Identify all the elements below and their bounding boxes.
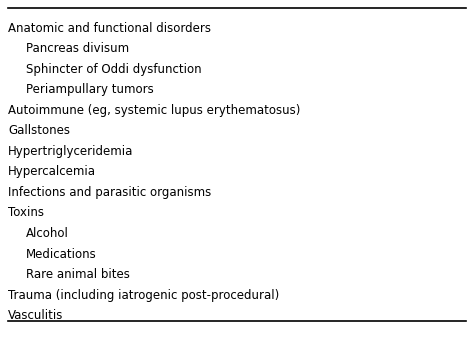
Text: Hypertriglyceridemia: Hypertriglyceridemia [8, 145, 133, 158]
Text: Hypercalcemia: Hypercalcemia [8, 165, 96, 179]
Text: Autoimmune (eg, systemic lupus erythematosus): Autoimmune (eg, systemic lupus erythemat… [8, 104, 301, 117]
Text: Medications: Medications [26, 247, 97, 260]
Text: Periampullary tumors: Periampullary tumors [26, 84, 154, 97]
Text: Rare animal bites: Rare animal bites [26, 268, 130, 281]
Text: Anatomic and functional disorders: Anatomic and functional disorders [8, 22, 211, 35]
Text: Alcohol: Alcohol [26, 227, 69, 240]
Text: Vasculitis: Vasculitis [8, 309, 64, 322]
Text: Infections and parasitic organisms: Infections and parasitic organisms [8, 186, 211, 199]
Text: Pancreas divisum: Pancreas divisum [26, 43, 129, 55]
Text: Gallstones: Gallstones [8, 125, 70, 138]
Text: Sphincter of Oddi dysfunction: Sphincter of Oddi dysfunction [26, 63, 201, 76]
Text: Toxins: Toxins [8, 206, 44, 219]
Text: Trauma (including iatrogenic post-procedural): Trauma (including iatrogenic post-proced… [8, 289, 279, 301]
